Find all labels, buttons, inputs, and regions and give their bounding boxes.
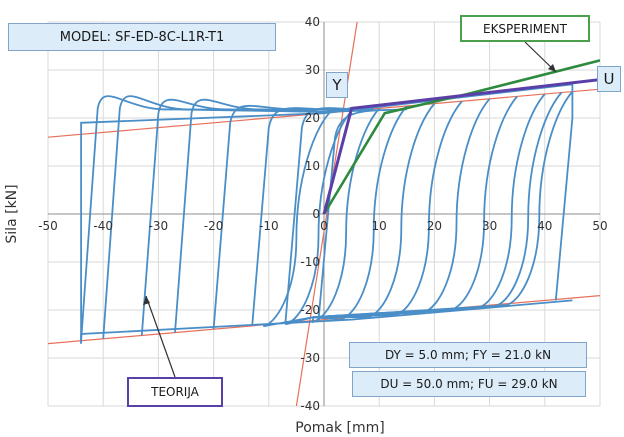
theory-loop-pos xyxy=(312,93,546,319)
y-tick-label: -10 xyxy=(300,255,320,269)
x-tick-label: 30 xyxy=(482,219,497,233)
x-tick-label: 10 xyxy=(372,219,387,233)
x-tick-label: -50 xyxy=(38,219,58,233)
y-tick-label: -40 xyxy=(300,399,320,413)
theory-loop-neg xyxy=(212,104,352,330)
experiment-curve xyxy=(322,59,600,215)
x-tick-label: 0 xyxy=(320,219,328,233)
yield-ultimate-curve xyxy=(322,78,600,215)
y-tick-label: 20 xyxy=(305,111,320,125)
theory-loop-neg xyxy=(284,107,374,324)
yield-point-label: Y xyxy=(326,72,348,98)
axis-ticks: -50 -40 -30 -20 -10 0 10 20 30 40 50 -40 -30 -20 -10 0 1… xyxy=(38,15,607,413)
experiment-label: EKSPERIMENT xyxy=(460,15,590,42)
theory-loop-neg xyxy=(174,98,352,333)
y-axis-title: Sila [kN] xyxy=(4,184,20,243)
experiment-arrow-head xyxy=(548,64,556,72)
ultimate-values-box: DU = 50.0 mm; FU = 29.0 kN xyxy=(352,371,586,397)
y-tick-label: 40 xyxy=(305,15,320,29)
grid-lines xyxy=(47,21,601,407)
y-tick-label: -20 xyxy=(300,303,320,317)
theory-loop-neg xyxy=(140,98,352,336)
ultimate-point-label: U xyxy=(597,66,621,92)
model-label: MODEL: SF-ED-8C-L1R-T1 xyxy=(8,23,276,51)
theory-loop-pos xyxy=(312,92,563,319)
theory-loop-pos xyxy=(312,107,380,324)
x-tick-label: -20 xyxy=(204,219,224,233)
theory-arrow xyxy=(145,295,176,378)
yield-values-box: DY = 5.0 mm; FY = 21.0 kN xyxy=(349,342,587,368)
theory-loop-pos xyxy=(313,103,436,319)
x-tick-label: 20 xyxy=(427,219,442,233)
theory-loop-pos xyxy=(312,100,463,319)
x-tick-label: -10 xyxy=(259,219,279,233)
theory-loop-pos xyxy=(312,91,574,319)
y-tick-label: -30 xyxy=(300,351,320,365)
y-tick-label: 10 xyxy=(305,159,320,173)
x-axis-title: Pomak [mm] xyxy=(295,420,384,436)
data-series xyxy=(48,22,600,406)
annotation-arrows xyxy=(143,41,557,378)
x-tick-label: -40 xyxy=(93,219,113,233)
x-tick-label: 40 xyxy=(537,219,552,233)
theory-label: TEORIJA xyxy=(127,377,223,407)
theory-loop-pos xyxy=(312,95,518,319)
theory-loop-neg xyxy=(102,95,352,339)
theory-arrow-head xyxy=(143,296,150,305)
y-tick-label: 30 xyxy=(305,63,320,77)
x-tick-label: 50 xyxy=(592,219,607,233)
x-tick-label: -30 xyxy=(149,219,169,233)
y-tick-label: 0 xyxy=(312,207,320,221)
theory-loop-pos xyxy=(312,105,408,321)
theory-loop-pos xyxy=(285,110,353,326)
theory-loop-pos xyxy=(262,112,331,328)
theory-loop-pos xyxy=(312,98,491,319)
